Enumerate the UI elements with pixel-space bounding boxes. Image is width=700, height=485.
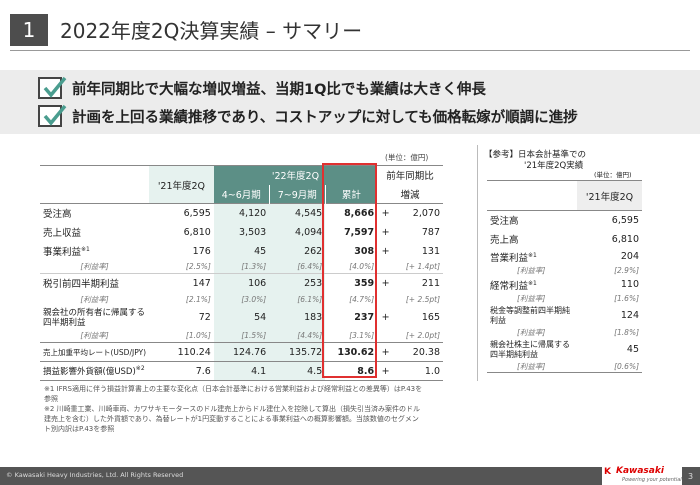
ref-title: 【参考】日本会計基準での '21年度2Q実績 (484, 150, 587, 171)
table-row: 受注高 6,595 (490, 214, 639, 228)
highlight-text: 前年同期比で大幅な増収増益、当期1Q比でも業績は大きく伸長 (72, 81, 486, 98)
footnote: ※1 IFRS適用に伴う損益計算書上の主要な変化点（日本会計基準における営業利益… (44, 385, 423, 403)
col-q2-header: 7~9月期 (269, 184, 326, 204)
cumulative-highlight-box (322, 163, 377, 378)
slide-header: 1 2022年度2Q決算実績 – サマリー (0, 0, 700, 56)
ref-unit-label: (単位：億円) (594, 171, 632, 179)
reference-table: '21年度2Q 受注高 6,595 売上高 6,810 営業利益※1 204 [利益率… (487, 180, 642, 373)
table-row: 親会社の所有者に帰属する四半期利益 72 54 183 237 +165 (43, 305, 440, 330)
footnote: ※2 川崎重工業、川崎車両、カワサキモータースのドル建売上からドル建仕入を控除し… (44, 405, 420, 433)
company-logo: K Kawasaki Powering your potential (602, 464, 682, 485)
table-row: 税金等調整前四半期純利益 124 (490, 305, 639, 325)
page-number: 3 (688, 472, 694, 481)
section-number: 1 (10, 14, 48, 46)
ref-divider (477, 145, 478, 381)
footer-bar: © Kawasaki Heavy Industries, Ltd. All Ri… (0, 467, 700, 485)
highlight-line-1: 前年同期比で大幅な増収増益、当期1Q比でも業績は大きく伸長 (38, 76, 486, 100)
col-cum-header: 累計 (325, 184, 378, 204)
col-prev-header: '21年度2Q (149, 165, 214, 204)
table-row: 親会社株主に帰属する四半期純利益 45 (490, 339, 639, 359)
table-row-margin: [利益率] [0.6%] (487, 361, 642, 373)
highlight-text: 計画を上回る業績推移であり、コストアップに対しても価格転嫁が順調に進捗 (72, 109, 578, 126)
logo-mark-icon: K (604, 467, 611, 477)
col-yoy-sub-header: 増減 (400, 189, 420, 201)
slide-title: 2022年度2Q決算実績 – サマリー (60, 19, 363, 43)
table-row-margin: [利益率] [2.9%] (517, 266, 639, 275)
table-row-margin: [利益率] [1.6%] (517, 294, 639, 303)
col-q1-header: 4~6月期 (213, 184, 270, 204)
table-row: 事業利益※1 176 45 262 308 +131 (40, 241, 443, 261)
highlight-line-2: 計画を上回る業績推移であり、コストアップに対しても価格転嫁が順調に進捗 (38, 104, 578, 128)
copyright-text: © Kawasaki Heavy Industries, Ltd. All Ri… (6, 471, 184, 479)
table-row-margin: [利益率] [2.5%] [1.3%] [6.4%] [4.0%] [+ 1.4pt] (40, 260, 443, 274)
checkbox-icon (38, 76, 67, 99)
table-row-margin: [利益率] [2.1%] [3.0%] [6.1%] [4.7%] [+ 2.5pt] (80, 292, 440, 306)
table-row: 営業利益※1 204 (490, 251, 639, 264)
table-row: 損益影響外貨額(億USD)※2 7.6 4.1 4.5 8.6 +1.0 (40, 361, 443, 381)
results-table: '21年度2Q '22年度2Q 前年同期比 4~6月期 7~9月期 累計 増減 … (40, 165, 443, 381)
header-divider (10, 50, 690, 51)
table-row: 受注高 6,595 4,120 4,545 8,666 +2,070 (40, 203, 443, 223)
checkbox-icon (38, 104, 67, 127)
table-row: 売上加重平均レート(USD/JPY) 110.24 124.76 135.72 130… (40, 342, 443, 362)
table-row-margin: [利益率] [1.0%] [1.5%] [4.4%] [3.1%] [+ 2.0pt] (40, 329, 443, 343)
table-row: 売上収益 6,810 3,503 4,094 7,597 +787 (40, 222, 443, 242)
col-cur-header: '22年度2Q (213, 165, 378, 185)
table-row: 税引前四半期利益 147 106 253 359 +211 (40, 273, 443, 293)
highlights-banner: 前年同期比で大幅な増収増益、当期1Q比でも業績は大きく伸長 計画を上回る業績推移… (0, 70, 700, 134)
table-row-margin: [利益率] [1.8%] (517, 328, 639, 337)
unit-label: (単位：億円) (385, 153, 429, 162)
table-row: 売上高 6,810 (490, 233, 639, 247)
footnotes: ※1 IFRS適用に伴う損益計算書上の主要な変化点（日本会計基準における営業利益… (44, 384, 424, 434)
ref-col-header: '21年度2Q (577, 180, 642, 211)
col-yoy-header: 前年同期比 (386, 171, 434, 183)
table-row: 経常利益※1 110 (490, 279, 639, 292)
